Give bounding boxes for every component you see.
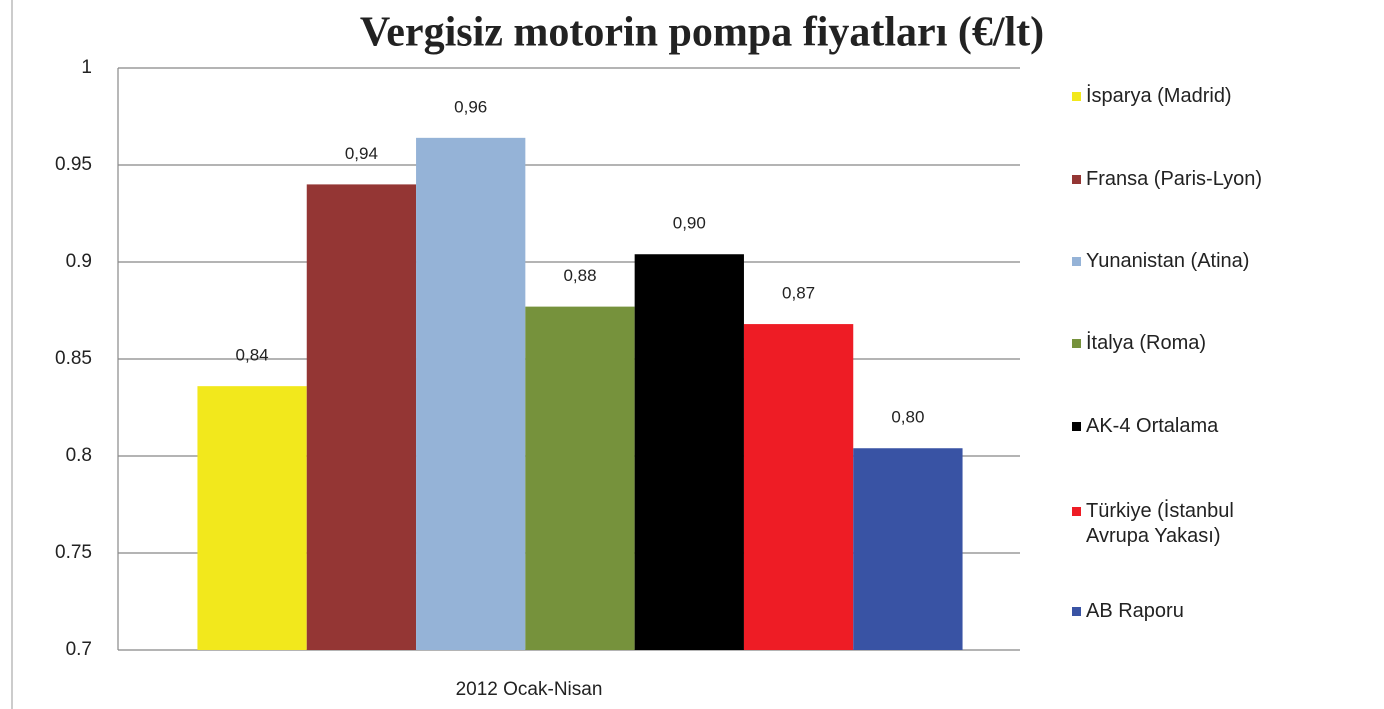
- legend-swatch: [1072, 339, 1081, 348]
- legend-swatch: [1072, 92, 1081, 101]
- legend-item: Fransa (Paris-Lyon): [1072, 167, 1372, 192]
- bar: [306, 184, 417, 650]
- legend-item: İsparya (Madrid): [1072, 84, 1372, 109]
- legend-label: İsparya (Madrid): [1086, 85, 1232, 107]
- legend-label: AK-4 Ortalama: [1086, 415, 1219, 437]
- value-label: 0,84: [236, 346, 269, 365]
- legend-item: Türkiye (İstanbul Avrupa Yakası): [1072, 499, 1256, 549]
- bar: [853, 448, 963, 650]
- value-label: 0,80: [891, 408, 924, 427]
- legend-item: AB Raporu: [1072, 599, 1372, 624]
- legend-swatch: [1072, 607, 1081, 616]
- bar: [743, 324, 854, 650]
- legend: İsparya (Madrid) Fransa (Paris-Lyon) Yunan…: [1072, 84, 1372, 624]
- y-tick-label: 0.95: [55, 154, 92, 175]
- y-tick-label: 1: [81, 57, 92, 78]
- value-label: 0,96: [454, 97, 487, 116]
- legend-item: AK-4 Ortalama: [1072, 414, 1372, 439]
- x-tick-label: 2012 Ocak-Nisan: [456, 679, 603, 700]
- bar: [525, 306, 635, 650]
- legend-swatch: [1072, 422, 1081, 431]
- legend-label: Fransa (Paris-Lyon): [1086, 168, 1262, 190]
- value-label: 0,94: [345, 144, 378, 163]
- y-tick-label: 0.85: [55, 348, 92, 369]
- value-label: 0,90: [673, 214, 706, 233]
- legend-label: İtalya (Roma): [1086, 332, 1207, 354]
- y-tick-label: 0.7: [66, 639, 92, 660]
- legend-swatch: [1072, 507, 1081, 516]
- legend-label: Yunanistan (Atina): [1086, 250, 1250, 272]
- legend-item: Yunanistan (Atina): [1072, 249, 1372, 274]
- legend-label: AB Raporu: [1086, 600, 1184, 622]
- bar: [634, 254, 744, 651]
- legend-item: İtalya (Roma): [1072, 331, 1372, 356]
- y-tick-label: 0.75: [55, 542, 92, 563]
- bar: [197, 386, 307, 650]
- legend-swatch: [1072, 175, 1081, 184]
- y-tick-label: 0.9: [66, 251, 92, 272]
- bar: [416, 137, 526, 651]
- y-tick-label: 0.8: [66, 445, 92, 466]
- legend-label: Türkiye (İstanbul Avrupa Yakası): [1086, 500, 1234, 547]
- legend-swatch: [1072, 257, 1081, 266]
- value-label: 0,88: [563, 266, 596, 285]
- chart-title: Vergisiz motorin pompa fiyatları (€/lt): [360, 10, 1044, 56]
- value-label: 0,87: [782, 284, 815, 303]
